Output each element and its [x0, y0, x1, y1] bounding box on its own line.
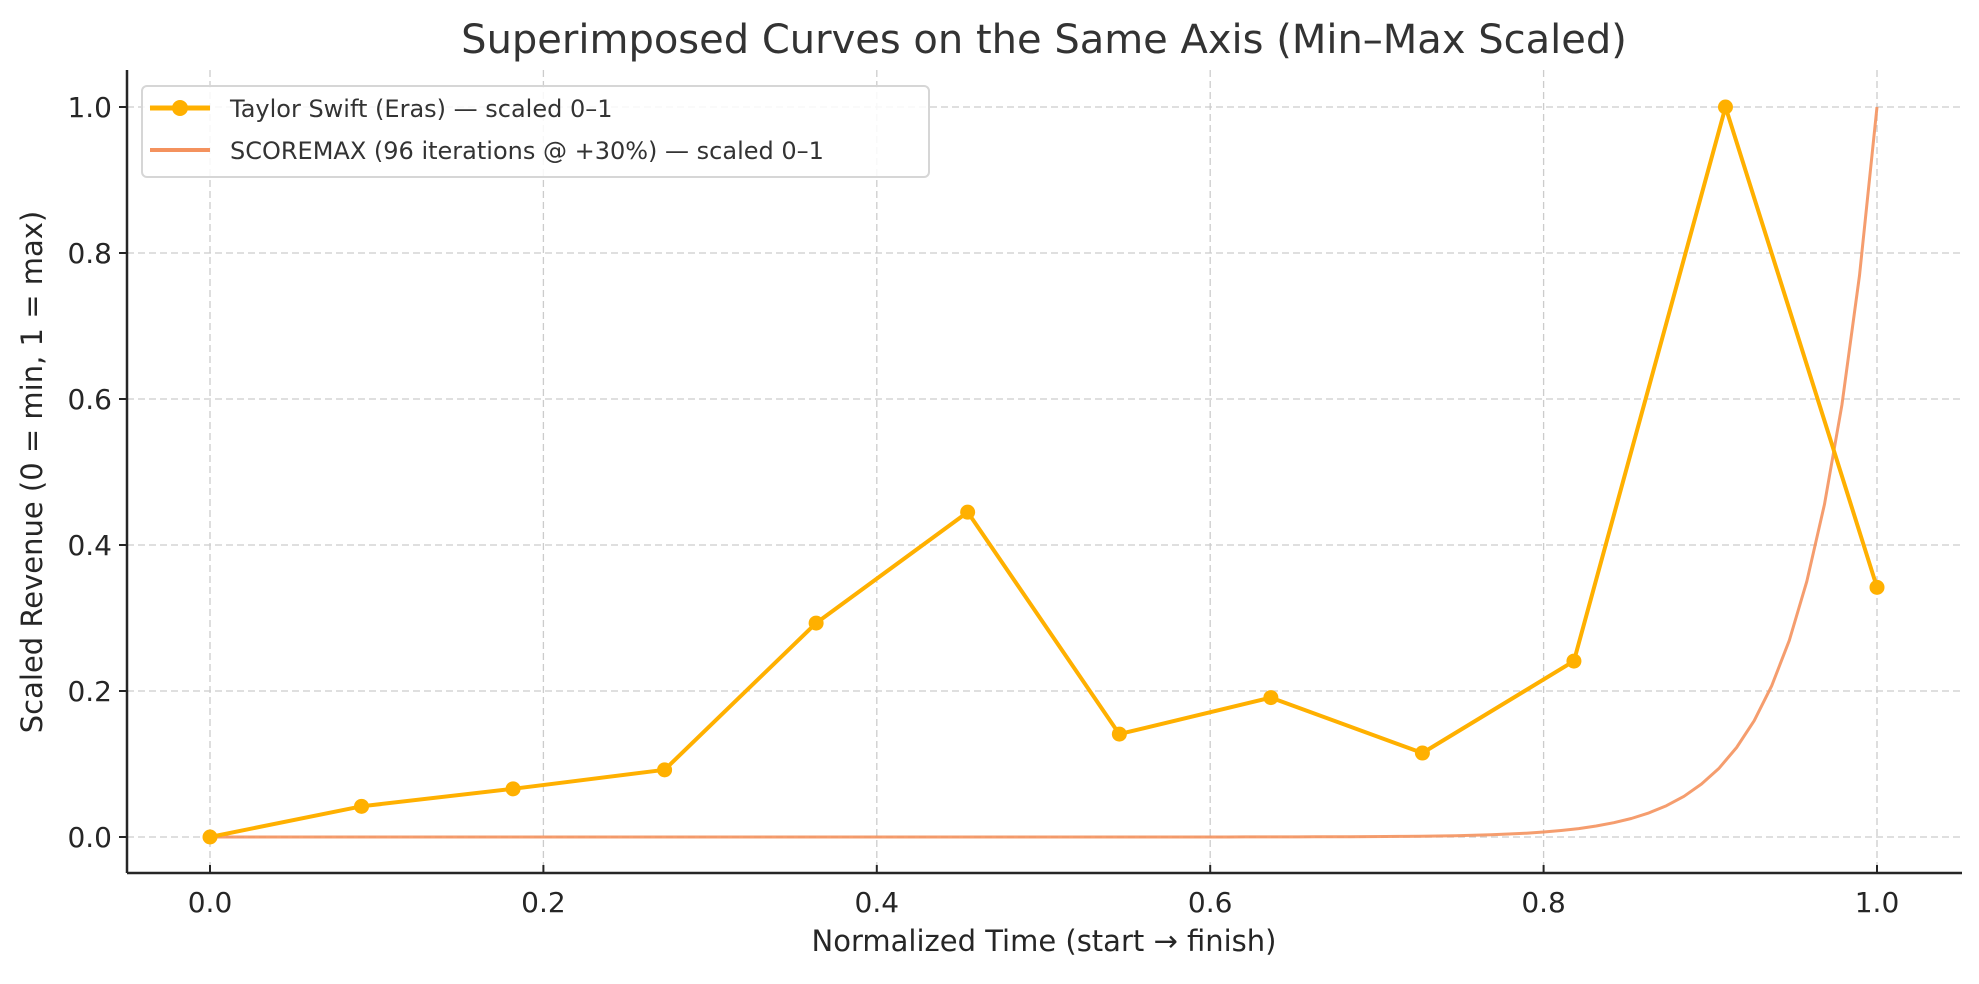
x-tick-label: 0.2: [521, 886, 566, 919]
y-tick-label: 0.0: [67, 821, 112, 854]
y-tick-label: 0.2: [67, 675, 112, 708]
y-axis-ticks: 0.0 0.2 0.4 0.6 0.8 1.0: [67, 91, 127, 854]
series-line-scoremax: [210, 106, 1879, 839]
data-point-marker: [1111, 726, 1127, 742]
data-point-marker: [202, 829, 218, 845]
series-line-taylor-swift: [209, 105, 1879, 839]
legend: Taylor Swift (Eras) — scaled 0–1 SCOREMA…: [141, 85, 930, 178]
data-point-marker: [505, 781, 521, 797]
y-tick-label: 0.6: [67, 383, 112, 416]
data-point-marker: [1566, 653, 1582, 669]
x-tick-label: 0.0: [188, 886, 233, 919]
legend-label-taylor-swift: Taylor Swift (Eras) — scaled 0–1: [229, 95, 613, 123]
data-point-marker: [1869, 579, 1885, 595]
x-tick-label: 0.8: [1521, 886, 1566, 919]
legend-label-scoremax: SCOREMAX (96 iterations @ +30%) — scaled…: [230, 137, 824, 165]
y-tick-label: 1.0: [67, 91, 112, 124]
data-point-marker: [1263, 690, 1279, 706]
legend-item-scoremax: SCOREMAX (96 iterations @ +30%) — scaled…: [150, 137, 824, 165]
plot-area: [202, 99, 1885, 845]
legend-box: [141, 85, 930, 178]
x-tick-label: 0.4: [855, 886, 900, 919]
data-point-marker: [808, 615, 824, 631]
x-axis-label: Normalized Time (start → finish): [812, 924, 1277, 958]
legend-item-taylor-swift: Taylor Swift (Eras) — scaled 0–1: [150, 95, 613, 123]
y-tick-label: 0.4: [67, 529, 112, 562]
y-tick-label: 0.8: [67, 237, 112, 270]
x-axis-ticks: 0.0 0.2 0.4 0.6 0.8 1.0: [188, 865, 1900, 919]
x-tick-label: 1.0: [1855, 886, 1900, 919]
data-point-marker: [1717, 99, 1733, 115]
data-point-marker: [657, 762, 673, 778]
y-axis-label: Scaled Revenue (0 = min, 1 = max): [15, 211, 49, 733]
data-point-marker: [1414, 745, 1430, 761]
data-point-marker: [354, 798, 370, 814]
chart-title: Superimposed Curves on the Same Axis (Mi…: [461, 17, 1627, 63]
x-tick-label: 0.6: [1188, 886, 1233, 919]
data-point-marker: [960, 504, 976, 520]
legend-circle-marker-icon: [172, 100, 188, 116]
grid: [127, 70, 1962, 873]
